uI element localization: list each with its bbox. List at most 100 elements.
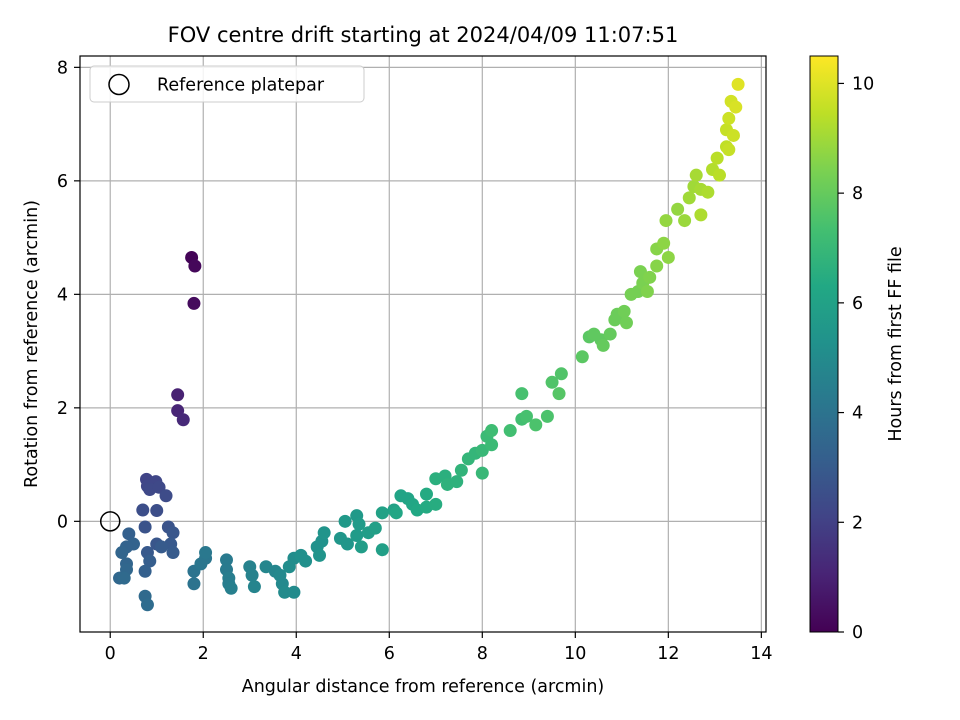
data-point bbox=[694, 208, 708, 222]
data-point bbox=[299, 554, 313, 568]
data-point bbox=[247, 580, 261, 594]
y-axis-ticks: 0 2 4 6 8 bbox=[57, 58, 80, 532]
colorbar-tick-label: 6 bbox=[852, 294, 863, 314]
data-point bbox=[166, 526, 180, 540]
data-point bbox=[154, 540, 168, 554]
data-point bbox=[661, 250, 675, 264]
y-tick-label: 0 bbox=[57, 512, 68, 532]
data-point bbox=[640, 285, 654, 299]
data-point bbox=[731, 77, 745, 91]
data-point bbox=[187, 296, 201, 310]
data-point bbox=[678, 214, 692, 228]
data-point bbox=[354, 540, 368, 554]
data-point bbox=[245, 568, 259, 582]
colorbar-tick-label: 8 bbox=[852, 184, 863, 204]
chart-title: FOV centre drift starting at 2024/04/09 … bbox=[168, 23, 679, 47]
y-tick-label: 2 bbox=[57, 399, 68, 419]
data-point bbox=[554, 367, 568, 381]
x-tick-label: 4 bbox=[291, 644, 302, 664]
data-point bbox=[633, 265, 647, 279]
colorbar-frame bbox=[809, 55, 839, 633]
data-point bbox=[138, 520, 152, 534]
x-axis-ticks: 0 2 4 6 8 10 12 14 bbox=[105, 632, 772, 664]
y-tick-label: 8 bbox=[57, 58, 68, 78]
x-tick-label: 12 bbox=[657, 644, 679, 664]
data-point bbox=[389, 506, 403, 520]
data-point bbox=[701, 185, 715, 199]
data-point bbox=[475, 443, 489, 457]
data-point bbox=[529, 418, 543, 432]
data-point bbox=[726, 128, 740, 142]
data-point bbox=[138, 564, 152, 578]
colorbar-ticks: 0 2 4 6 8 10 bbox=[838, 74, 874, 643]
data-point bbox=[140, 598, 154, 612]
x-tick-label: 6 bbox=[384, 644, 395, 664]
data-point bbox=[171, 388, 185, 402]
data-point bbox=[575, 350, 589, 364]
plot-area bbox=[80, 56, 766, 632]
data-point bbox=[278, 585, 292, 599]
data-point bbox=[596, 338, 610, 352]
data-point bbox=[117, 571, 131, 585]
data-point bbox=[419, 487, 433, 501]
data-point bbox=[338, 514, 352, 528]
y-axis-label: Rotation from reference (arcmin) bbox=[22, 200, 42, 488]
data-point bbox=[545, 375, 559, 389]
data-point bbox=[166, 546, 180, 560]
plot-frame bbox=[79, 55, 767, 633]
data-point bbox=[643, 270, 657, 284]
data-point bbox=[650, 259, 664, 273]
data-point bbox=[659, 214, 673, 228]
data-point bbox=[485, 424, 499, 438]
data-point bbox=[519, 409, 533, 423]
data-point bbox=[710, 151, 724, 165]
open-circle-icon bbox=[108, 73, 130, 96]
data-point bbox=[350, 529, 364, 543]
legend-box bbox=[89, 65, 365, 103]
data-point bbox=[375, 506, 389, 520]
x-tick-label: 10 bbox=[564, 644, 586, 664]
data-point bbox=[159, 489, 173, 503]
data-point bbox=[671, 202, 685, 216]
x-tick-label: 14 bbox=[750, 644, 772, 664]
data-point bbox=[552, 387, 566, 401]
legend-entry-reference-platepar: Reference platepar bbox=[157, 76, 325, 96]
data-point bbox=[722, 143, 736, 157]
data-point bbox=[450, 475, 464, 489]
colorbar bbox=[810, 56, 838, 632]
data-point bbox=[115, 546, 129, 560]
data-point bbox=[619, 316, 633, 330]
data-point bbox=[617, 304, 631, 318]
data-point bbox=[475, 466, 489, 480]
data-point bbox=[682, 191, 696, 205]
legend: Reference platepar bbox=[89, 65, 365, 103]
data-point bbox=[287, 585, 301, 599]
data-point bbox=[722, 111, 736, 125]
colorbar-tick-label: 4 bbox=[852, 404, 863, 424]
colorbar-tick-label: 2 bbox=[852, 513, 863, 533]
x-axis-label: Angular distance from reference (arcmin) bbox=[242, 677, 605, 697]
data-point bbox=[313, 548, 327, 562]
data-point bbox=[188, 259, 202, 273]
reference-platepar-marker bbox=[99, 511, 121, 532]
data-point bbox=[220, 553, 234, 567]
data-point bbox=[224, 581, 238, 595]
data-point bbox=[503, 424, 517, 438]
y-tick-label: 4 bbox=[57, 285, 68, 305]
data-point bbox=[454, 463, 468, 477]
x-tick-label: 0 bbox=[105, 644, 116, 664]
data-point bbox=[136, 503, 150, 517]
colorbar-tick-label: 0 bbox=[852, 623, 863, 643]
data-point bbox=[199, 546, 213, 560]
data-points bbox=[113, 77, 745, 612]
data-point bbox=[340, 537, 354, 551]
x-tick-label: 2 bbox=[198, 644, 209, 664]
data-point bbox=[712, 168, 726, 182]
data-point bbox=[368, 521, 382, 535]
data-point bbox=[515, 387, 529, 401]
data-point bbox=[317, 526, 331, 540]
data-point bbox=[603, 327, 617, 341]
data-point bbox=[352, 517, 366, 531]
data-point bbox=[150, 504, 164, 518]
